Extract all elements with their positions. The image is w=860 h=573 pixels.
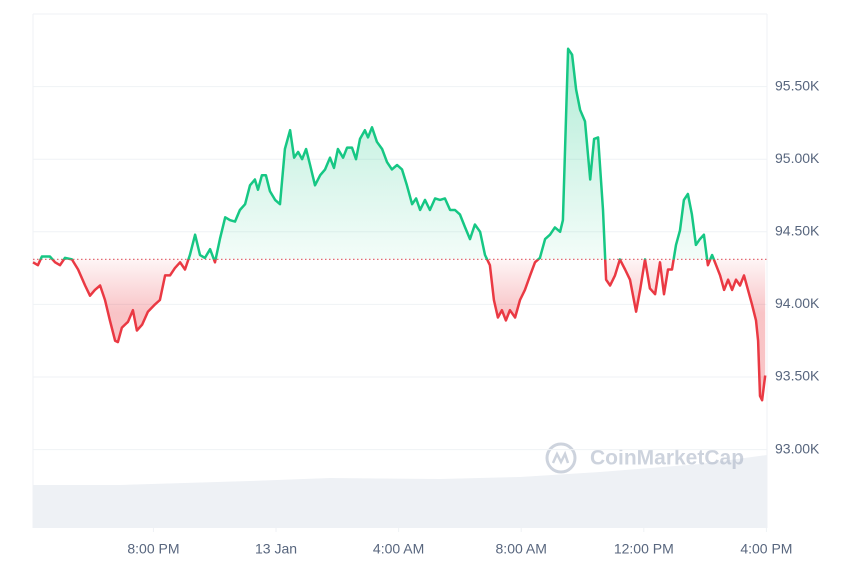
y-tick-label: 95.00K [775, 150, 820, 166]
x-tick-label: 4:00 AM [373, 541, 424, 557]
watermark-text: CoinMarketCap [590, 447, 744, 470]
watermark-logo [545, 442, 577, 474]
price-line [32, 47, 767, 402]
y-tick-label: 94.00K [775, 295, 820, 311]
price-area [33, 48, 766, 401]
x-tick-label: 8:00 PM [127, 541, 179, 557]
y-tick-label: 93.50K [775, 368, 820, 384]
volume-area [33, 455, 767, 528]
y-tick-label: 94.50K [775, 222, 820, 238]
x-tick-label: 4:00 PM [740, 541, 792, 557]
x-tick-label: 12:00 PM [614, 541, 674, 557]
x-tick-label: 8:00 AM [496, 541, 547, 557]
watermark: CoinMarketCap [545, 442, 744, 474]
y-tick-label: 93.00K [775, 440, 820, 456]
watermark-logo-mark [551, 450, 570, 465]
x-tick-label: 13 Jan [255, 541, 297, 557]
y-tick-label: 95.50K [775, 77, 820, 93]
